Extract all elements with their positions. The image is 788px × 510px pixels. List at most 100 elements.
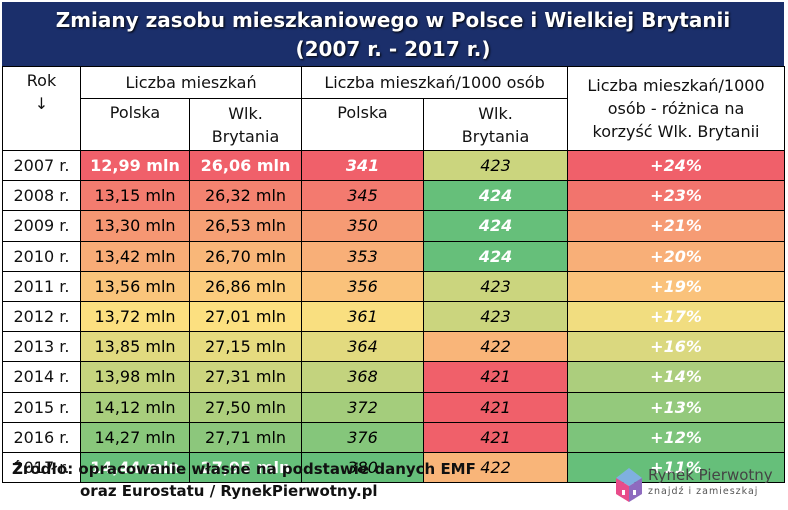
cell-uk-count: 27,01 mln <box>188 300 303 333</box>
cell-uk-count: 26,53 mln <box>188 210 303 242</box>
header-uk-count: Wlk. Brytania <box>188 98 303 151</box>
rynek-pierwotny-logo: Rynek Pierwotny znajdź i zamieszkaj <box>614 466 784 506</box>
cell-pl-count: 14,12 mln <box>80 391 190 423</box>
cell-pl-count: 13,15 mln <box>80 180 190 212</box>
cell-pl-count: 12,99 mln <box>80 149 190 182</box>
cell-diff: +13% <box>567 391 786 423</box>
cell-diff: +19% <box>567 270 786 302</box>
header-uk-per1000-line2: Brytania <box>461 126 530 146</box>
cell-diff: +11% <box>567 451 786 484</box>
cell-diff: +16% <box>567 331 786 363</box>
cell-year: 2017 r. <box>2 451 81 484</box>
header-per1000: Liczba mieszkań/1000 osób <box>301 66 569 99</box>
cell-diff: +21% <box>567 210 786 242</box>
header-uk-per1000: Wlk. Brytania <box>423 98 569 151</box>
header-polska-per1000-label: Polska <box>337 103 388 122</box>
header-uk-count-line1: Wlk. <box>228 103 263 123</box>
cell-pl-per1000: 368 <box>301 361 425 393</box>
cell-pl-count: 13,42 mln <box>80 240 190 272</box>
cell-uk-count: 27,50 mln <box>188 391 303 423</box>
header-uk-per1000-line1: Wlk. <box>478 103 513 123</box>
cell-diff: +12% <box>567 421 786 453</box>
cell-uk-per1000: 424 <box>423 210 569 242</box>
header-rok-label: Rok <box>26 71 57 90</box>
table-row: 2010 r. 13,42 mln 26,70 mln 353 424 +20% <box>2 240 786 272</box>
table-title: Zmiany zasobu mieszkaniowego w Polsce i … <box>2 2 784 66</box>
cell-uk-per1000: 424 <box>423 240 569 272</box>
housing-stock-table: Rok ↓ Liczba mieszkań Liczba mieszkań/10… <box>2 66 786 484</box>
cell-pl-per1000: 372 <box>301 391 425 423</box>
table-row: 2012 r. 13,72 mln 27,01 mln 361 423 +17% <box>2 300 786 333</box>
header-diff: Liczba mieszkań/1000 osób - różnica na k… <box>567 66 786 151</box>
header-rok: Rok ↓ <box>2 66 81 151</box>
cell-uk-per1000: 421 <box>423 421 569 453</box>
table-row: 2008 r. 13,15 mln 26,32 mln 345 424 +23% <box>2 180 786 212</box>
cell-diff: +17% <box>567 300 786 333</box>
header-liczba: Liczba mieszkań <box>79 66 303 99</box>
source-line-1: Źródło: opracowanie własne na podstawie … <box>12 460 476 478</box>
cell-pl-per1000: 380 <box>301 451 425 484</box>
header-polska-per1000: Polska <box>301 98 425 151</box>
cell-pl-per1000: 376 <box>301 421 425 453</box>
logo-tagline: znajdź i zamieszkaj <box>648 486 759 497</box>
cell-diff: +14% <box>567 361 786 393</box>
cell-pl-count: 13,72 mln <box>80 300 190 333</box>
cell-pl-count: 13,85 mln <box>80 331 190 363</box>
cell-year: 2014 r. <box>2 361 81 393</box>
header-diff-line2: osób - różnica na <box>607 99 745 118</box>
table-row: 2007 r. 12,99 mln 26,06 mln 341 423 +24% <box>2 149 786 182</box>
cell-uk-count: 26,32 mln <box>188 180 303 212</box>
header-polska-count-label: Polska <box>109 103 161 122</box>
cell-diff: +20% <box>567 240 786 272</box>
table-row: 2011 r. 13,56 mln 26,86 mln 356 423 +19% <box>2 270 786 302</box>
header-diff-line3: korzyść Wlk. Brytanii <box>592 122 760 141</box>
logo-brand: Rynek Pierwotny <box>648 466 773 484</box>
header-polska-count: Polska <box>80 98 190 151</box>
title-line-2: (2007 r. - 2017 r.) <box>295 37 491 61</box>
header-rok-arrow: ↓ <box>34 94 49 113</box>
cell-pl-count: 13,56 mln <box>80 270 190 302</box>
table-row: 2013 r. 13,85 mln 27,15 mln 364 422 +16% <box>2 331 786 363</box>
cell-uk-per1000: 423 <box>423 300 569 333</box>
cell-pl-per1000: 356 <box>301 270 425 302</box>
cell-uk-count: 27,15 mln <box>188 331 303 363</box>
cell-pl-per1000: 341 <box>301 149 425 182</box>
cell-year: 2013 r. <box>2 331 81 363</box>
cell-uk-per1000: 422 <box>423 451 569 484</box>
cell-uk-count: 26,06 mln <box>188 149 303 182</box>
cell-year: 2012 r. <box>2 300 81 333</box>
cell-pl-per1000: 353 <box>301 240 425 272</box>
cell-year: 2009 r. <box>2 210 81 242</box>
cell-uk-count: 27,31 mln <box>188 361 303 393</box>
cell-year: 2016 r. <box>2 421 81 453</box>
cell-uk-count: 27,95 mln <box>188 451 303 484</box>
house-logo-icon <box>616 468 642 502</box>
table-body: 2007 r. 12,99 mln 26,06 mln 341 423 +24% 2008 … <box>2 149 786 484</box>
cell-pl-per1000: 364 <box>301 331 425 363</box>
cell-pl-count: 13,98 mln <box>80 361 190 393</box>
table-row: 2015 r. 14,12 mln 27,50 mln 372 421 +13% <box>2 391 786 423</box>
table-row: 2017 r. 14,44 mln 27,95 mln 380 422 +11% <box>2 451 786 484</box>
cell-year: 2015 r. <box>2 391 81 423</box>
cell-year: 2008 r. <box>2 180 81 212</box>
cell-pl-per1000: 350 <box>301 210 425 242</box>
cell-year: 2007 r. <box>2 149 81 182</box>
header-uk-count-line2: Brytania <box>211 126 280 146</box>
header-diff-line1: Liczba mieszkań/1000 <box>587 76 765 95</box>
table-row: 2016 r. 14,27 mln 27,71 mln 376 421 +12% <box>2 421 786 453</box>
cell-diff: +24% <box>567 149 786 182</box>
table-row: 2009 r. 13,30 mln 26,53 mln 350 424 +21% <box>2 210 786 242</box>
cell-year: 2011 r. <box>2 270 81 302</box>
cell-uk-per1000: 421 <box>423 361 569 393</box>
source-line-2: oraz Eurostatu / RynekPierwotny.pl <box>80 482 378 500</box>
source-note: Źródło: opracowanie własne na podstawie … <box>12 458 476 502</box>
cell-pl-count: 13,30 mln <box>80 210 190 242</box>
cell-uk-per1000: 424 <box>423 180 569 212</box>
cell-pl-per1000: 361 <box>301 300 425 333</box>
cell-diff: +23% <box>567 180 786 212</box>
cell-pl-count: 14,27 mln <box>80 421 190 453</box>
cell-year: 2010 r. <box>2 240 81 272</box>
cell-pl-per1000: 345 <box>301 180 425 212</box>
title-line-1: Zmiany zasobu mieszkaniowego w Polsce i … <box>55 8 731 32</box>
cell-uk-per1000: 423 <box>423 149 569 182</box>
